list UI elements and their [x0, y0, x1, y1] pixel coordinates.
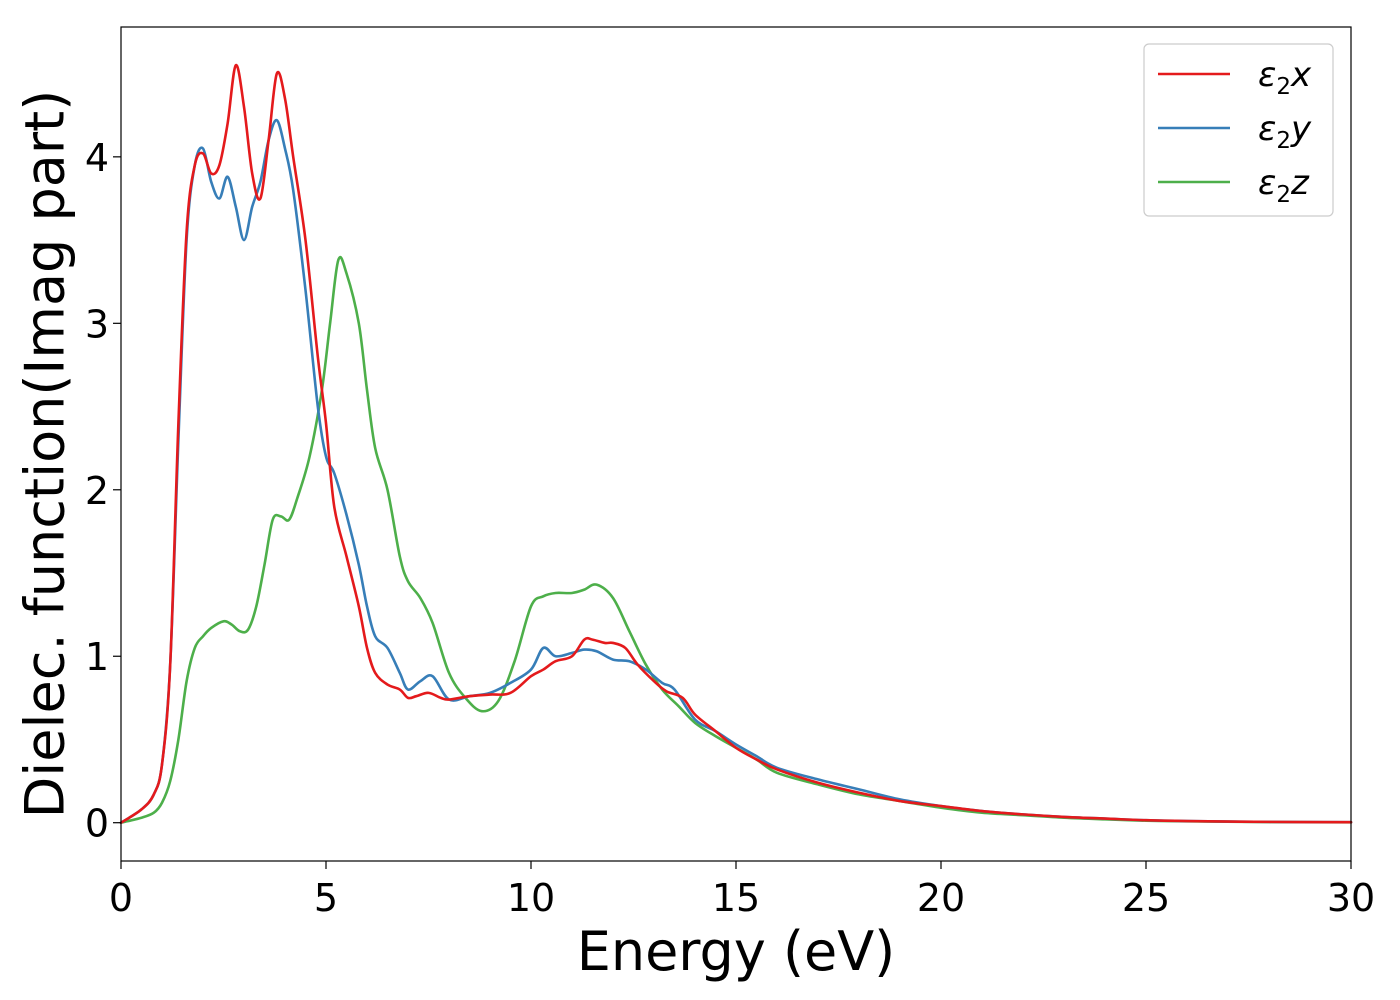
legend-label-x: ε2x [1258, 55, 1312, 100]
legend-label-y: ε2y [1258, 109, 1312, 154]
series-line-y [119, 118, 1353, 825]
plot-lines [119, 63, 1353, 825]
y-axis-title: Dielec. function(Imag part) [14, 90, 77, 819]
x-tick-label: 10 [507, 876, 555, 920]
series-line-z [119, 255, 1353, 825]
y-tick-label: 2 [85, 469, 109, 513]
legend-label-z: ε2z [1258, 163, 1310, 208]
x-tick-label: 15 [712, 876, 760, 920]
x-tick-label: 20 [917, 876, 965, 920]
legend: ε2x ε2y ε2z [1143, 43, 1334, 217]
x-tick-label: 30 [1327, 876, 1375, 920]
x-tick-label: 25 [1122, 876, 1170, 920]
series-line-x [119, 63, 1353, 825]
legend-box [1143, 43, 1334, 217]
x-tick-label: 5 [314, 876, 338, 920]
y-tick-label: 0 [85, 802, 109, 846]
y-tick-label: 1 [85, 635, 109, 679]
y-tick-label: 3 [85, 302, 109, 346]
x-axis-title: Energy (eV) [577, 920, 896, 983]
y-axis-ticks: 0 1 2 3 4 [85, 136, 121, 846]
x-axis-ticks: 0 5 10 15 20 25 30 [109, 861, 1375, 920]
y-tick-label: 4 [85, 136, 109, 180]
x-tick-label: 0 [109, 876, 133, 920]
